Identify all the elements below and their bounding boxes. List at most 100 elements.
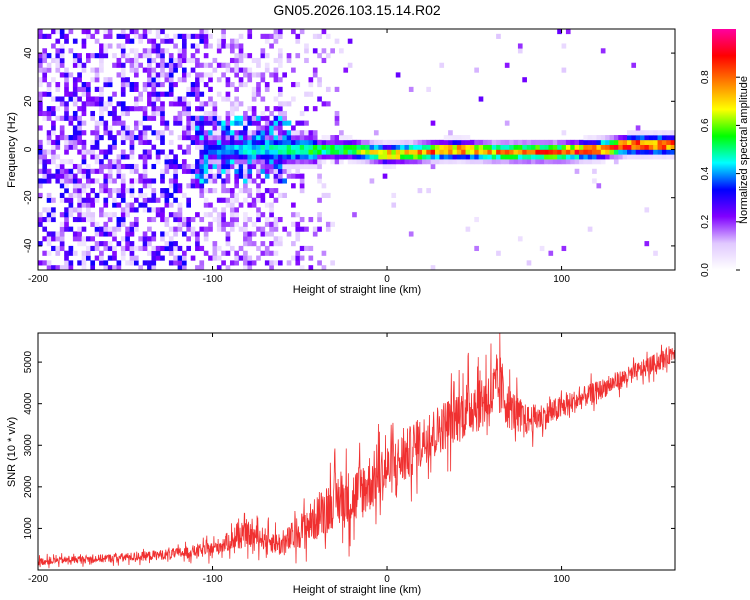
heatmap-cell [570, 139, 575, 145]
heatmap-cell [195, 82, 200, 88]
heatmap-cell [291, 144, 296, 150]
heatmap-cell [99, 241, 104, 247]
heatmap-cell [282, 168, 287, 174]
heatmap-cell [330, 135, 335, 141]
heatmap-cell [295, 33, 301, 39]
heatmap-cell [160, 149, 165, 155]
heatmap-cell [635, 139, 641, 145]
heatmap-cell [247, 154, 253, 160]
heatmap-cell [147, 96, 152, 102]
heatmap-cell [125, 130, 130, 136]
heatmap-cell [138, 33, 144, 39]
heatmap-cell [229, 163, 235, 170]
heatmap-cell [195, 241, 200, 247]
heatmap-cell [168, 241, 174, 247]
heatmap-cell [46, 212, 52, 218]
heatmap-cell [448, 159, 453, 165]
heatmap-cell [94, 38, 100, 44]
heatmap-cell [238, 101, 244, 107]
heatmap-cell [46, 250, 52, 256]
heatmap-cell [38, 178, 43, 184]
heatmap-cell [504, 139, 510, 145]
heatmap-cell [168, 130, 174, 136]
heatmap-cell [286, 53, 292, 59]
heatmap-cell [103, 154, 109, 160]
heatmap-cell [85, 149, 91, 155]
heatmap-cell [155, 135, 161, 141]
heatmap-cell [544, 139, 549, 145]
heatmap-cell [51, 173, 56, 179]
heatmap-cell [94, 120, 100, 126]
heatmap-cell [635, 130, 641, 136]
heatmap-cell [282, 101, 287, 107]
heatmap-cell [55, 173, 61, 179]
heatmap-cell [81, 130, 87, 136]
heatmap-cell [609, 154, 615, 160]
heatmap-cell [579, 154, 584, 160]
heatmap-cell [221, 188, 226, 194]
heatmap-cell [168, 86, 174, 92]
heatmap-cell [561, 43, 567, 49]
heatmap-cell [286, 144, 292, 150]
heatmap-cell [500, 149, 506, 155]
heatmap-cell [199, 91, 205, 97]
heatmap-cell [243, 260, 248, 266]
heatmap-cell [613, 149, 619, 155]
heatmap-cell [77, 183, 82, 189]
heatmap-cell [51, 120, 56, 126]
heatmap-cell [208, 226, 213, 232]
heatmap-cell [208, 144, 213, 150]
heatmap-cell [107, 173, 113, 179]
heatmap-cell [299, 163, 305, 170]
heatmap-cell [173, 183, 178, 189]
heatmap-cell [177, 77, 183, 83]
heatmap-cell [587, 135, 593, 141]
heatmap-cell [365, 154, 370, 160]
heatmap-cell [343, 144, 349, 150]
heatmap-cell [38, 110, 43, 117]
heatmap-cell [299, 173, 305, 179]
heatmap-cell [129, 144, 135, 150]
heatmap-cell [234, 67, 239, 73]
heatmap-cell [256, 115, 261, 121]
heatmap-cell [147, 48, 152, 54]
heatmap-cell [308, 144, 314, 150]
heatmap-cell [469, 149, 475, 155]
heatmap-cell [46, 216, 52, 223]
heatmap-cell [181, 163, 187, 170]
heatmap-cell [195, 125, 200, 131]
heatmap-cell [64, 159, 69, 165]
heatmap-cell [195, 96, 200, 102]
heatmap-cell [256, 72, 261, 78]
heatmap-cell [212, 255, 218, 261]
heatmap-cell [461, 139, 466, 145]
heatmap-cell [195, 139, 200, 145]
heatmap-cell [238, 245, 244, 252]
heatmap-cell [212, 57, 218, 64]
heatmap-cell [51, 212, 56, 218]
heatmap-cell [330, 139, 335, 145]
heatmap-cell [247, 231, 253, 237]
heatmap-cell [657, 130, 663, 136]
heatmap-cell [195, 173, 200, 179]
heatmap-cell [273, 188, 279, 194]
heatmap-cell [160, 212, 165, 218]
heatmap-cell [59, 178, 65, 184]
heatmap-cell [557, 144, 562, 150]
heatmap-cell [325, 226, 331, 232]
heatmap-cell [535, 139, 541, 145]
heatmap-cell [308, 130, 314, 136]
heatmap-cell [46, 260, 52, 266]
heatmap-cell [99, 168, 104, 174]
heatmap-cell [395, 159, 401, 165]
heatmap-cell [68, 173, 74, 179]
heatmap-cell [251, 144, 257, 150]
heatmap-cell [208, 149, 213, 155]
heatmap-cell [160, 231, 165, 237]
heatmap-cell [190, 135, 196, 141]
heatmap-cell [325, 135, 331, 141]
heatmap-cell [168, 226, 174, 232]
heatmap-cell [151, 48, 157, 54]
heatmap-cell [269, 241, 274, 247]
heatmap-cell [138, 173, 144, 179]
